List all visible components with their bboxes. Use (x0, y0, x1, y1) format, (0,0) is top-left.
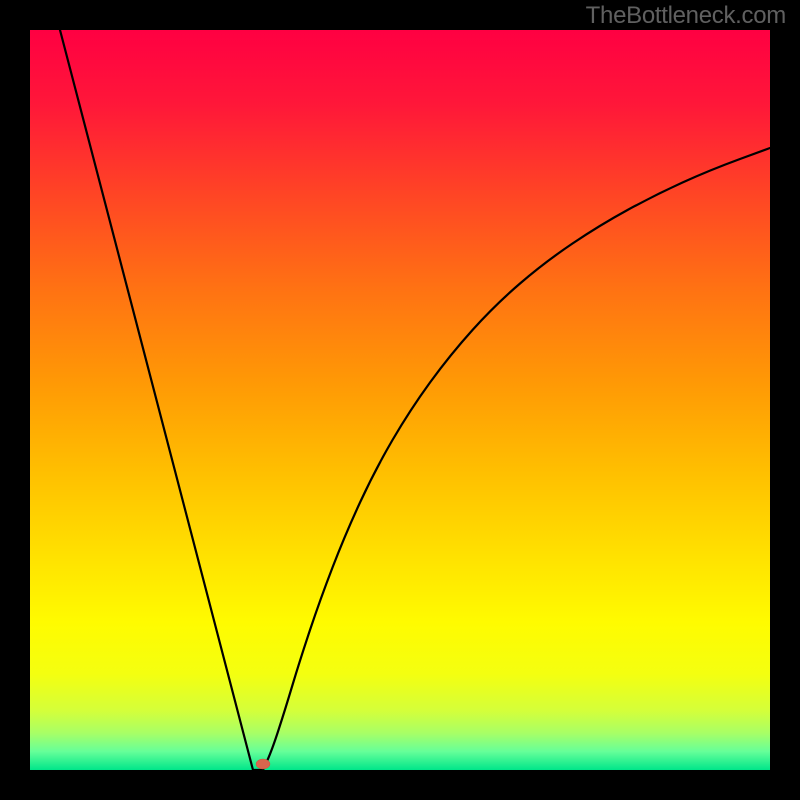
watermark-text: TheBottleneck.com (586, 2, 786, 30)
plot-area (30, 30, 770, 770)
chart-container: TheBottleneck.com (0, 0, 800, 800)
chart-svg (0, 0, 800, 800)
minimum-marker (256, 759, 270, 769)
